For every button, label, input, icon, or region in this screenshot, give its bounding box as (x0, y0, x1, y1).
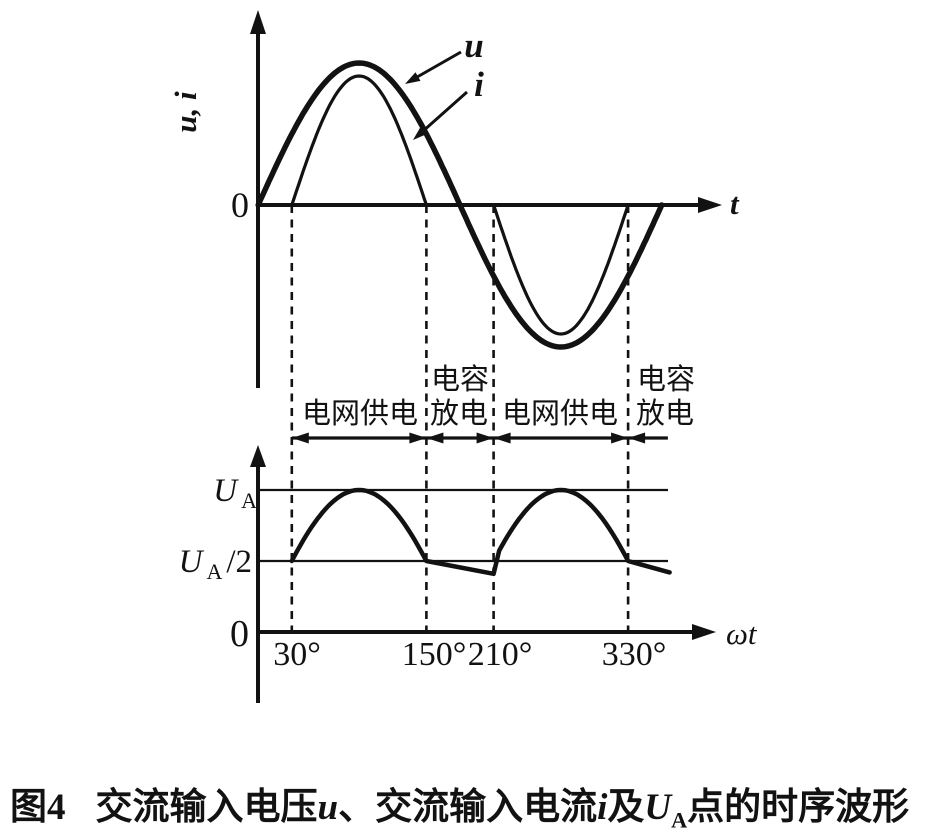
caption-figure-number: 图4 (10, 787, 66, 828)
i-label-leader-arrowhead (413, 126, 428, 140)
i-current-curve (290, 74, 630, 336)
top-y-axis-arrowhead (250, 10, 266, 34)
region-cap-discharge-1-label-line2: 放电 (430, 397, 488, 430)
ua-level-label-sub: A (241, 488, 257, 513)
x-tick-30: 30° (273, 636, 321, 673)
top-chart: u, i 0 t u i (168, 22, 740, 388)
u-label-leader-line (414, 50, 462, 80)
ua-half-label-base: U (179, 544, 205, 580)
region-grid-supply-2-label: 电网供电 (502, 397, 618, 430)
i-curve-label: i (474, 65, 484, 104)
region-cap-discharge-1-label-line1: 电容 (431, 363, 489, 396)
bottom-x-axis-label: ωt (726, 616, 758, 651)
ua-point-voltage-curve (289, 487, 672, 577)
x-tick-150: 150° (402, 636, 467, 673)
caption-symbol-u: u (317, 787, 339, 828)
ua-half-level-label: U A /2 (179, 544, 252, 584)
region-cap-discharge-2-label-line1: 电容 (637, 363, 695, 396)
x-tick-210: 210° (468, 636, 533, 673)
top-y-axis-label: u, i (168, 91, 203, 133)
caption-seg2: 交流输入电流 (375, 787, 598, 828)
figure-caption: 图4 交流输入电压u、交流输入电流i及UA点的时序波形 (10, 776, 909, 832)
caption-punct: 、 (338, 787, 376, 828)
arrows-layer (250, 10, 722, 640)
region-arrowhead-left-0 (291, 432, 309, 444)
ua-half-label-sub: A (206, 559, 222, 584)
waveform-diagram: u, i 0 t u i 电网供电 电容 放电 电网供电 电容 放电 (168, 10, 758, 703)
caption-seg4: 点的时序波形 (687, 787, 910, 828)
x-tick-330: 330° (602, 636, 667, 673)
region-arrowhead-left-2 (493, 432, 511, 444)
region-arrowhead-right-0 (409, 432, 427, 444)
i-label-leader-line (421, 90, 468, 134)
bottom-chart: U A U A /2 0 30° 150° 210° 330° ωt (179, 458, 758, 703)
region-grid-supply-1-label: 电网供电 (302, 397, 418, 430)
caption-seg3: 及 (607, 787, 645, 828)
ua-level-label: U A (213, 473, 257, 513)
region-cap-discharge-2-label-line2: 放电 (636, 397, 694, 430)
caption-seg1: 交流输入电压 (95, 787, 318, 828)
caption-symbol-ua-sub: A (671, 807, 688, 832)
ua-level-label-base: U (213, 473, 239, 509)
bottom-y-axis-arrowhead (250, 445, 266, 467)
region-arrowhead-right-2 (611, 432, 629, 444)
u-label-leader-arrowhead (405, 72, 421, 84)
top-x-axis-label: t (730, 186, 740, 221)
bottom-origin-label: 0 (230, 613, 249, 655)
top-origin-label: 0 (231, 185, 249, 225)
u-curve-label: u (464, 26, 483, 65)
region-arrowhead-left-3 (628, 432, 646, 444)
bottom-x-axis-arrowhead (692, 624, 716, 640)
top-x-axis-arrowhead (698, 197, 722, 213)
region-arrowhead-left-1 (426, 432, 444, 444)
region-annotations: 电网供电 电容 放电 电网供电 电容 放电 (302, 363, 695, 430)
ua-half-label-suffix: /2 (226, 544, 252, 580)
region-arrowhead-right-1 (476, 432, 494, 444)
caption-symbol-i: i (597, 787, 608, 828)
caption-symbol-ua-base: U (644, 787, 672, 828)
u-voltage-curve (255, 60, 665, 350)
